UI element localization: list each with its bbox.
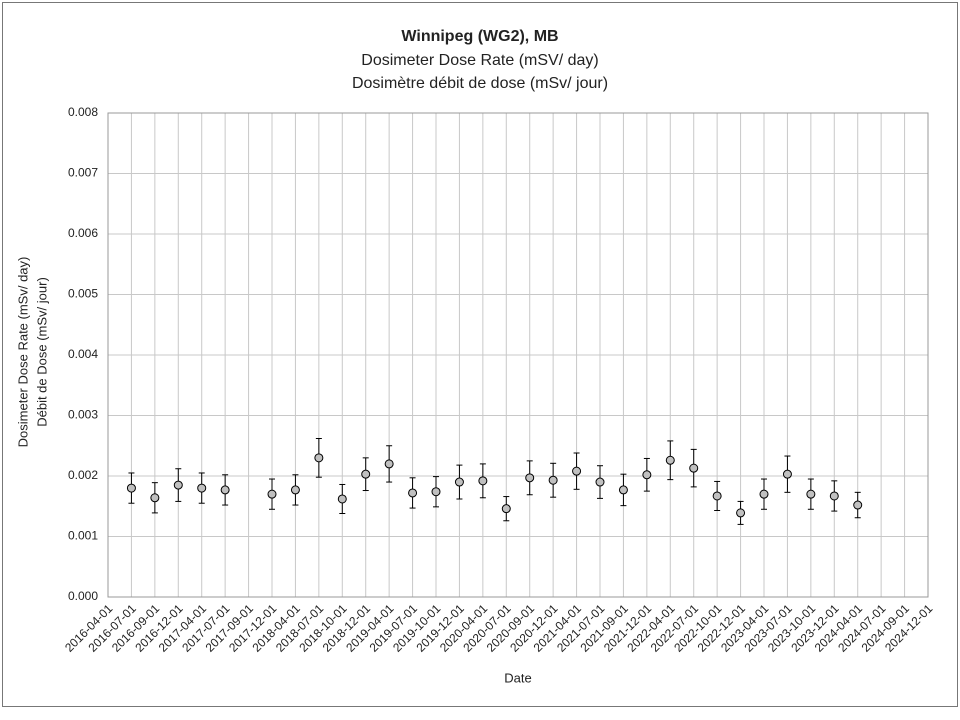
data-point	[290, 485, 300, 495]
y-tick-label: 0.002	[68, 468, 98, 482]
data-point	[525, 473, 535, 483]
data-point	[595, 477, 605, 487]
y-tick-label: 0.008	[68, 105, 98, 119]
y-axis-label: Dosimeter Dose Rate (mSv/ day)	[15, 257, 30, 448]
data-point	[712, 491, 722, 501]
y-tick-label: 0.006	[68, 226, 98, 240]
data-point	[150, 493, 160, 503]
data-point	[689, 463, 699, 473]
y-tick-label: 0.001	[68, 529, 98, 543]
data-point	[431, 487, 441, 497]
y-tick-label: 0.003	[68, 408, 98, 422]
data-point	[501, 504, 511, 514]
data-point	[853, 500, 863, 510]
data-point	[759, 489, 769, 499]
y-tick-label: 0.005	[68, 287, 98, 301]
data-point	[408, 488, 418, 498]
chart-title: Winnipeg (WG2), MB	[401, 28, 558, 45]
data-point	[478, 476, 488, 486]
data-point	[126, 483, 136, 493]
data-point	[361, 469, 371, 479]
data-point	[665, 455, 675, 465]
data-point	[548, 475, 558, 485]
data-point	[572, 466, 582, 476]
data-point	[267, 489, 277, 499]
y-tick-label: 0.007	[68, 166, 98, 180]
x-axis-label: Date	[504, 670, 531, 685]
data-point	[384, 459, 394, 469]
y-axis-label: Débit de Dose (mSv/ jour)	[34, 277, 49, 427]
data-point	[337, 494, 347, 504]
data-point	[173, 480, 183, 490]
chart-subtitle: Dosimètre débit de dose (mSv/ jour)	[352, 75, 608, 92]
data-point	[220, 485, 230, 495]
data-point	[829, 491, 839, 501]
data-point	[454, 477, 464, 487]
plot-border	[107, 112, 929, 598]
y-tick-label: 0.004	[68, 347, 98, 361]
data-point	[782, 469, 792, 479]
data-point	[197, 483, 207, 493]
data-point	[314, 453, 324, 463]
data-point	[736, 508, 746, 518]
chart-subtitle: Dosimeter Dose Rate (mSV/ day)	[361, 52, 598, 69]
data-point	[618, 485, 628, 495]
y-tick-label: 0.000	[68, 589, 98, 603]
data-point	[642, 470, 652, 480]
data-point	[806, 489, 816, 499]
